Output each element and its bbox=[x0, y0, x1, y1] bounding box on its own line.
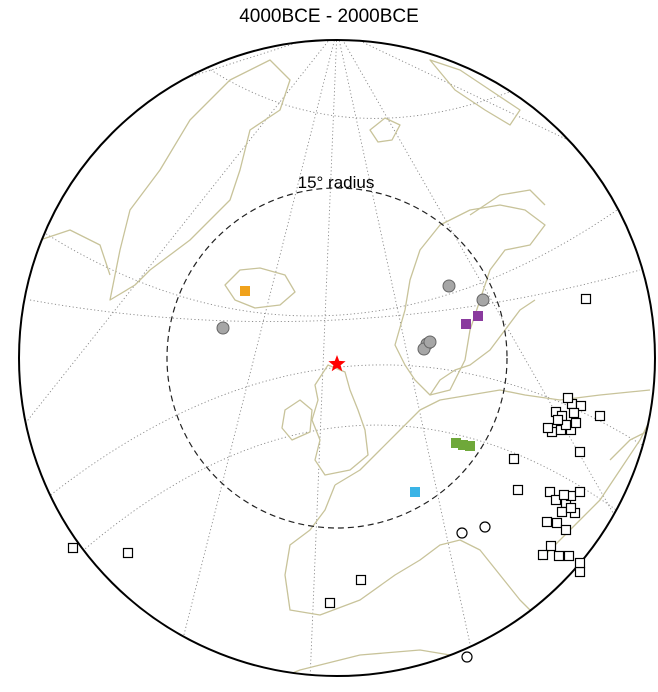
map-content bbox=[19, 40, 655, 676]
open-square-marker bbox=[542, 422, 554, 434]
open-square-marker bbox=[558, 489, 570, 501]
britain-coast bbox=[311, 364, 369, 476]
radius-label: 15° radius bbox=[298, 173, 375, 192]
grey-circle-marker bbox=[423, 335, 437, 349]
iberia-france-coast bbox=[284, 484, 461, 616]
center-star-icon bbox=[328, 355, 346, 372]
open-square-marker bbox=[574, 566, 586, 578]
black-sea-coast bbox=[609, 429, 651, 461]
open-square-marker bbox=[574, 486, 586, 498]
site-markers bbox=[67, 279, 606, 663]
open-square-marker bbox=[551, 517, 563, 529]
open-square-marker bbox=[556, 506, 568, 518]
open-square-marker bbox=[553, 550, 565, 562]
open-square-marker bbox=[545, 540, 557, 552]
open-square-marker bbox=[544, 486, 556, 498]
grey-circle-marker bbox=[216, 321, 230, 335]
open-square-marker bbox=[552, 414, 564, 426]
open-square-marker bbox=[570, 417, 582, 429]
open-square-marker bbox=[122, 547, 134, 559]
africa-coast bbox=[249, 639, 651, 676]
open-square-marker bbox=[562, 392, 574, 404]
open-circle-marker bbox=[461, 651, 473, 663]
scandinavia-coast bbox=[394, 204, 546, 396]
map-title: 4000BCE - 2000BCE bbox=[239, 6, 419, 27]
open-square-marker bbox=[67, 542, 79, 554]
coastlines bbox=[39, 59, 655, 676]
western-greenland-coast bbox=[39, 229, 111, 276]
kola-coast bbox=[469, 189, 546, 216]
baltic-coast bbox=[429, 299, 536, 396]
filled-square-marker-central-europe-a bbox=[451, 438, 461, 448]
open-square-marker bbox=[565, 502, 577, 514]
italy-coast bbox=[459, 539, 541, 641]
open-square-marker bbox=[575, 400, 587, 412]
filled-square-marker-iceland bbox=[240, 286, 250, 296]
graticule bbox=[19, 40, 651, 676]
open-square-marker bbox=[580, 293, 592, 305]
open-square-marker bbox=[574, 446, 586, 458]
filled-square-marker-central-europe-c bbox=[465, 441, 475, 451]
open-circle-marker bbox=[456, 527, 468, 539]
ireland-coast bbox=[281, 399, 313, 441]
open-square-marker bbox=[594, 410, 606, 422]
map-frame bbox=[18, 39, 656, 677]
open-square-marker bbox=[560, 524, 572, 536]
open-square-marker bbox=[324, 597, 336, 609]
greenland-coast bbox=[109, 59, 291, 301]
filled-square-marker-sweden-b bbox=[473, 311, 483, 321]
balkans-coast bbox=[539, 409, 655, 561]
open-square-marker bbox=[563, 550, 575, 562]
open-square-marker bbox=[508, 453, 520, 465]
continental-coast bbox=[334, 389, 651, 486]
open-square-marker bbox=[355, 574, 367, 586]
filled-square-marker-france bbox=[410, 487, 420, 497]
filled-square-marker-central-europe-b bbox=[458, 440, 468, 450]
open-circle-marker bbox=[479, 521, 491, 533]
iceland-coast bbox=[224, 267, 296, 309]
grey-circle-marker bbox=[442, 279, 456, 293]
radius-circle bbox=[166, 187, 508, 529]
open-square-marker bbox=[568, 407, 580, 419]
open-square-marker bbox=[537, 549, 549, 561]
open-square-marker bbox=[574, 557, 586, 569]
filled-square-marker-sweden-a bbox=[461, 319, 471, 329]
grey-circle-marker bbox=[476, 293, 490, 307]
svalbard-coast bbox=[369, 117, 401, 143]
open-square-marker bbox=[541, 516, 553, 528]
open-square-marker bbox=[512, 484, 524, 496]
novaya-zemlya-coast bbox=[429, 59, 521, 126]
